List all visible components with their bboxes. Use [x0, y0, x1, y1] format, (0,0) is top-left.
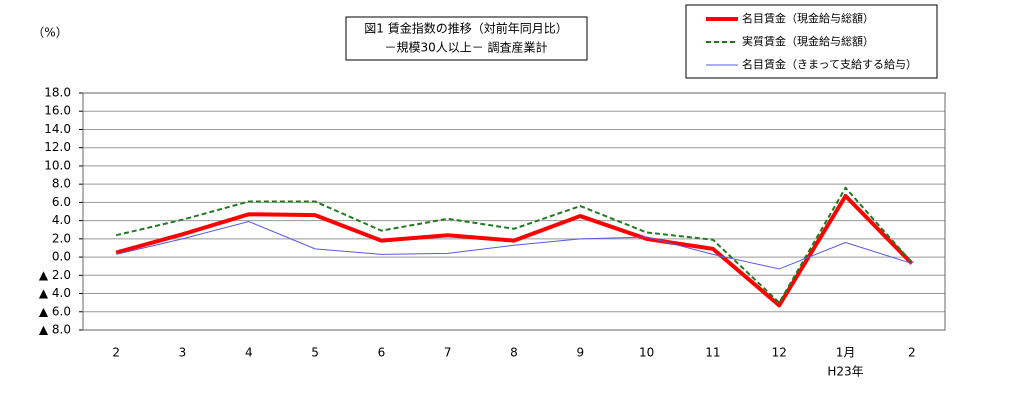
y-tick-label: 2.0: [52, 231, 71, 245]
y-axis-label: （%）: [32, 26, 67, 40]
x-tick-label: 5: [311, 346, 319, 360]
title-box: [345, 16, 588, 61]
y-tick-label: 4.0: [52, 213, 71, 227]
y-tick-label: 18.0: [44, 86, 71, 100]
series-line: [115, 186, 913, 304]
x-tick-label: 2: [112, 346, 120, 360]
y-tick-label: 8.0: [52, 177, 71, 191]
x-tick-label: 10: [639, 346, 654, 360]
x-tick-label: 12: [772, 346, 787, 360]
y-tick-label: 14.0: [44, 122, 71, 136]
x-tick-label: 2: [908, 346, 916, 360]
y-tick-label: 12.0: [44, 140, 71, 154]
y-tick-label: ▲ 4.0: [39, 286, 71, 300]
y-tick-label: ▲ 6.0: [39, 304, 71, 318]
y-tick-label: ▲ 8.0: [39, 323, 71, 337]
x-tick-label: 1月: [836, 346, 856, 360]
y-tick-label: ▲ 2.0: [39, 268, 71, 282]
series-line: [116, 221, 912, 270]
x-tick-label: 3: [179, 346, 187, 360]
y-tick-label: 16.0: [44, 104, 71, 118]
plot-frame: [82, 92, 946, 331]
x-tick-label: 11: [705, 346, 720, 360]
y-tick-label: 10.0: [44, 158, 71, 172]
legend-label: 名目賃金（現金給与総額）: [742, 11, 874, 25]
x-annotation: H23年: [827, 365, 863, 379]
y-tick-label: 6.0: [52, 195, 71, 209]
x-tick-label: 7: [444, 346, 452, 360]
x-tick-label: 8: [510, 346, 518, 360]
x-tick-label: 4: [245, 346, 253, 360]
legend-label: 名目賃金（きまって支給する給与）: [742, 57, 917, 71]
series-line: [115, 194, 914, 308]
y-tick-label: 0.0: [52, 250, 71, 264]
x-tick-label: 9: [576, 346, 584, 360]
chart-title: 図1 賃金指数の推移（対前年同月比）: [364, 21, 567, 36]
chart-subtitle: －規模30人以上－ 調査産業計: [384, 40, 547, 55]
legend-label: 実質賃金（現金給与総額）: [742, 34, 874, 48]
x-tick-label: 6: [378, 346, 386, 360]
